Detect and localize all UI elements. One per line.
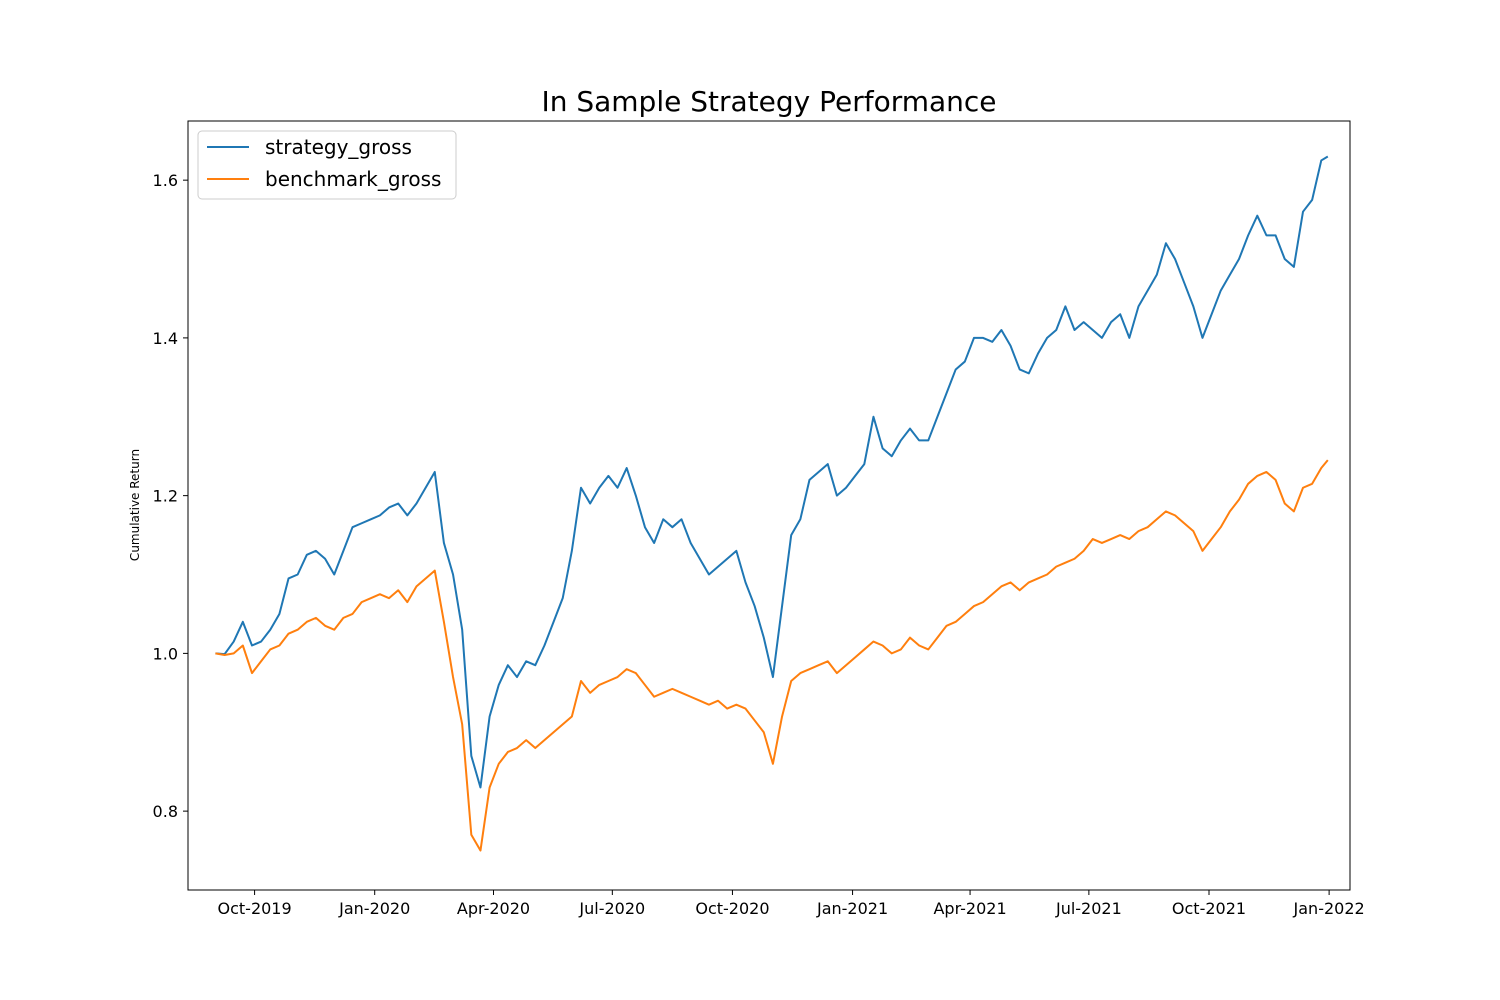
x-tick-label: Jul-2020 (578, 899, 645, 918)
x-tick-label: Jan-2021 (816, 899, 888, 918)
x-tick-label: Jan-2022 (1293, 899, 1365, 918)
plot-lines (215, 155, 1329, 852)
x-tick-label: Jan-2020 (338, 899, 410, 918)
series-line-benchmark-gross (215, 459, 1329, 852)
y-tick-label: 1.0 (153, 644, 178, 663)
chart-title: In Sample Strategy Performance (541, 85, 996, 118)
x-tick-label: Oct-2020 (695, 899, 769, 918)
legend: strategy_gross benchmark_gross (197, 130, 457, 200)
x-tick-label: Jul-2021 (1055, 899, 1122, 918)
x-tick-label: Oct-2019 (218, 899, 292, 918)
legend-box (197, 130, 457, 200)
y-tick-label: 1.2 (153, 487, 178, 506)
y-tick-label: 1.4 (153, 329, 178, 348)
x-axis: Oct-2019 Jan-2020 Apr-2020 Jul-2020 Oct-2020… (218, 890, 1365, 918)
y-tick-label: 0.8 (153, 802, 178, 821)
y-axis: 0.8 1.0 1.2 1.4 1.6 (153, 171, 188, 821)
y-tick-label: 1.6 (153, 171, 178, 190)
x-tick-label: Apr-2021 (933, 899, 1006, 918)
series-line-strategy-gross (215, 155, 1329, 789)
x-tick-label: Apr-2020 (457, 899, 530, 918)
x-tick-label: Oct-2021 (1172, 899, 1246, 918)
legend-label-benchmark-gross: benchmark_gross (265, 167, 441, 191)
legend-label-strategy-gross: strategy_gross (265, 135, 412, 159)
plot-frame (187, 120, 1351, 891)
y-axis-label: Cumulative Return (128, 449, 142, 561)
